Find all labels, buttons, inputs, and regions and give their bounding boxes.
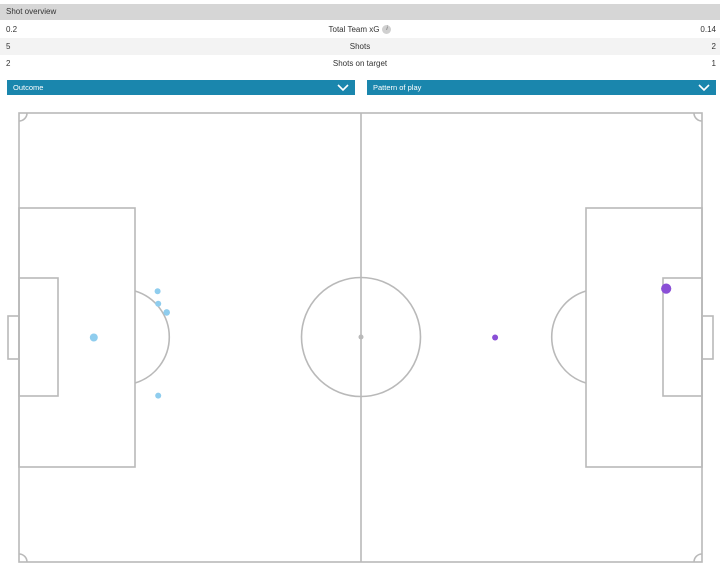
shots-label: Shots	[349, 42, 371, 51]
corner-arc-top-right	[693, 112, 703, 122]
info-icon[interactable]: i	[382, 25, 392, 35]
outcome-dropdown-label: Outcome	[13, 83, 44, 92]
home-shot-marker[interactable]	[155, 300, 162, 307]
away-shot-marker[interactable]	[661, 283, 672, 294]
right-goal-area	[662, 277, 703, 397]
away-xg-value: 0.14	[700, 25, 716, 34]
centre-circle	[300, 276, 422, 398]
centre-spot	[358, 334, 364, 340]
home-shot-marker[interactable]	[154, 288, 161, 295]
stat-row-shots-on-target: 2 Shots on target 1	[0, 55, 720, 72]
corner-arc-top-left	[18, 112, 28, 122]
left-penalty-arc	[134, 290, 171, 384]
left-goal	[7, 315, 20, 360]
shots-on-target-label: Shots on target	[332, 59, 388, 68]
football-pitch	[7, 112, 714, 563]
xg-label: Total Team xG	[328, 25, 380, 34]
chevron-down-icon	[698, 84, 710, 92]
left-goal-area	[18, 277, 59, 397]
shot-overview-header: Shot overview	[0, 4, 720, 20]
pitch-markings	[7, 112, 714, 563]
away-shots-on-target-value: 1	[711, 59, 716, 68]
right-goal	[701, 315, 714, 360]
home-xg-value: 0.2	[6, 25, 18, 34]
home-shot-marker[interactable]	[163, 309, 170, 316]
stat-row-xg: 0.2 Total Team xG i 0.14	[0, 21, 720, 38]
away-shots-value: 2	[711, 42, 716, 51]
chevron-down-icon	[337, 84, 349, 92]
corner-arc-bottom-right	[693, 553, 703, 563]
header-title: Shot overview	[6, 7, 57, 16]
home-shots-on-target-value: 2	[6, 59, 11, 68]
home-shot-marker[interactable]	[89, 333, 98, 342]
shots-layer	[89, 283, 672, 399]
stat-row-shots: 5 Shots 2	[0, 38, 720, 55]
outcome-dropdown[interactable]: Outcome	[7, 80, 355, 95]
pattern-of-play-dropdown[interactable]: Pattern of play	[367, 80, 716, 95]
right-penalty-area	[585, 207, 703, 468]
pattern-of-play-dropdown-label: Pattern of play	[373, 83, 422, 92]
home-shot-marker[interactable]	[155, 392, 162, 399]
away-shot-marker[interactable]	[492, 334, 499, 341]
home-shots-value: 5	[6, 42, 11, 51]
corner-arc-bottom-left	[18, 553, 28, 563]
right-penalty-arc	[550, 290, 587, 384]
left-penalty-area	[18, 207, 136, 468]
